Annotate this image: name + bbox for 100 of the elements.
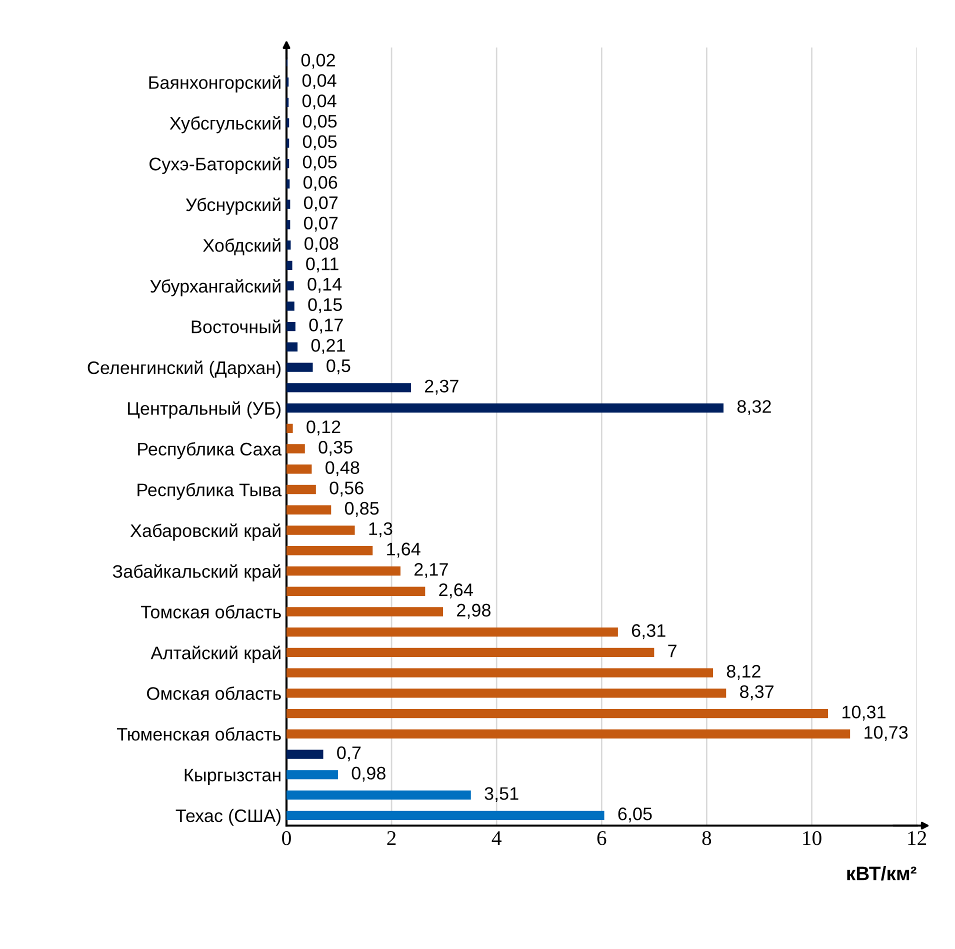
bar bbox=[286, 484, 316, 494]
data-label: 1,64 bbox=[387, 542, 420, 558]
bar bbox=[286, 240, 291, 250]
data-label: 6,05 bbox=[618, 808, 652, 822]
bar bbox=[286, 790, 471, 800]
data-label: 0,17 bbox=[309, 318, 343, 334]
data-label: 0,05 bbox=[302, 114, 337, 130]
x-tick-label: 6 bbox=[597, 831, 606, 846]
bar bbox=[286, 566, 400, 576]
bar bbox=[286, 342, 298, 352]
bar bbox=[286, 220, 290, 230]
data-label: 8,12 bbox=[726, 664, 760, 680]
data-label: 8,37 bbox=[740, 685, 774, 700]
bar bbox=[286, 770, 338, 780]
bar bbox=[286, 526, 355, 535]
y-tick-label: Тюменская область bbox=[117, 727, 281, 741]
data-label: 0,02 bbox=[301, 54, 335, 69]
bar bbox=[286, 424, 293, 433]
data-label: 0,48 bbox=[326, 461, 360, 476]
bar bbox=[286, 403, 724, 413]
y-tick-label: Хубсгульский bbox=[170, 116, 280, 134]
bar bbox=[286, 810, 604, 820]
bar bbox=[286, 281, 294, 290]
y-tick-label: Убснурский bbox=[186, 198, 280, 215]
data-label: 10,31 bbox=[842, 706, 886, 721]
x-tick-label: 12 bbox=[908, 831, 926, 845]
data-label: 0,98 bbox=[352, 766, 386, 782]
bar bbox=[286, 464, 312, 474]
data-label: 0,14 bbox=[308, 278, 342, 293]
data-label: 2,17 bbox=[414, 563, 448, 578]
bar bbox=[286, 179, 290, 189]
data-label: 0,11 bbox=[306, 257, 338, 272]
bar bbox=[286, 383, 411, 392]
bar bbox=[286, 729, 850, 739]
y-tick-label: Республика Тыва bbox=[138, 482, 282, 500]
y-tick-label: Забайкальский край bbox=[112, 564, 280, 582]
y-tick-label: Центральный (УБ) bbox=[128, 401, 281, 418]
y-tick-label: Хобдский bbox=[203, 238, 280, 256]
data-label: 7 bbox=[668, 644, 676, 658]
bar bbox=[286, 322, 296, 332]
data-label: 10,73 bbox=[864, 726, 908, 741]
bar bbox=[286, 138, 290, 148]
data-label: 1,3 bbox=[369, 522, 392, 538]
bar bbox=[286, 607, 444, 616]
x-tick-label: 0 bbox=[282, 831, 291, 846]
data-label: 0,15 bbox=[308, 298, 342, 314]
data-label: 0,7 bbox=[337, 746, 361, 762]
bar bbox=[286, 750, 324, 759]
y-tick-label: Баянхонгорский bbox=[149, 75, 280, 93]
data-label: 2,98 bbox=[457, 604, 491, 619]
data-label: 0,07 bbox=[304, 216, 338, 232]
bar bbox=[286, 586, 426, 596]
y-tick-label: Томская область bbox=[140, 605, 281, 618]
y-tick-label: Республика Саха bbox=[138, 442, 282, 460]
data-label: 6,31 bbox=[632, 624, 666, 640]
data-label: 0,5 bbox=[326, 359, 350, 374]
data-label: 8,32 bbox=[737, 400, 771, 415]
y-tick-label: Убурхангайский bbox=[150, 279, 280, 296]
bar bbox=[286, 260, 292, 270]
y-tick-label: Восточный bbox=[192, 320, 280, 334]
y-tick-label: Омская область bbox=[147, 686, 281, 700]
data-label: 0,07 bbox=[304, 196, 338, 212]
x-tick-label: 10 bbox=[803, 831, 822, 846]
data-label: 2,37 bbox=[425, 380, 458, 395]
bar bbox=[286, 668, 714, 678]
data-label: 0,06 bbox=[303, 176, 338, 191]
x-axis-title: кВТ/км² bbox=[847, 866, 916, 881]
bar bbox=[286, 546, 373, 556]
data-label: 0,85 bbox=[344, 502, 379, 517]
y-tick-label: Селенгинский (Дархан) bbox=[88, 360, 281, 378]
y-tick-label: Алтайский край bbox=[150, 646, 280, 663]
y-tick-label: Кыргызстан bbox=[184, 768, 280, 785]
data-label: 0,08 bbox=[304, 237, 338, 252]
bar bbox=[286, 628, 618, 637]
data-label: 0,04 bbox=[302, 74, 336, 90]
x-tick-label: 8 bbox=[702, 831, 712, 846]
x-tick-label: 4 bbox=[492, 831, 502, 845]
data-label: 0,05 bbox=[302, 156, 337, 171]
bar bbox=[286, 709, 828, 718]
data-label: 0,04 bbox=[302, 94, 336, 110]
bar bbox=[286, 118, 290, 128]
bar bbox=[286, 648, 654, 658]
bar bbox=[286, 200, 290, 209]
bar bbox=[286, 302, 294, 311]
bar bbox=[286, 158, 290, 168]
bar bbox=[286, 444, 305, 454]
bar bbox=[286, 688, 726, 698]
data-label: 0,56 bbox=[330, 482, 364, 496]
data-label: 0,21 bbox=[311, 338, 345, 354]
y-tick-label: Хабаровский край bbox=[130, 524, 280, 541]
data-label: 0,05 bbox=[302, 135, 337, 150]
data-label: 0,12 bbox=[306, 420, 340, 436]
y-tick-label: Техас (США) bbox=[176, 808, 281, 826]
data-label: 2,64 bbox=[439, 583, 473, 598]
data-label: 0,35 bbox=[318, 440, 352, 456]
data-label: 3,51 bbox=[484, 787, 518, 802]
y-tick-label: Сухэ-Баторский bbox=[150, 156, 280, 174]
bar bbox=[286, 505, 332, 514]
x-tick-label: 2 bbox=[387, 831, 396, 845]
bar bbox=[286, 362, 313, 372]
